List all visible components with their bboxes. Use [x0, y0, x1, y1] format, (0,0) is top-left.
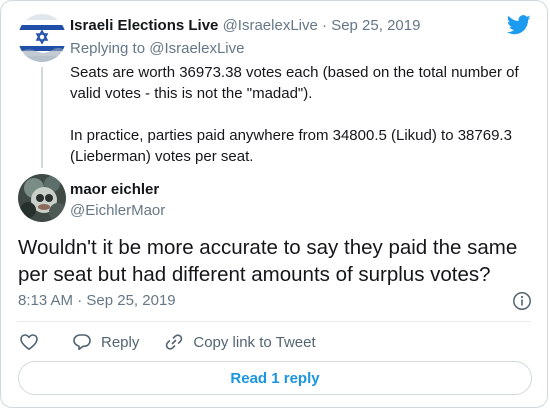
parent-paragraph: Seats are worth 36973.38 votes each (bas…: [70, 64, 519, 102]
reply-avatar[interactable]: [18, 174, 66, 222]
parent-paragraph: In practice, parties paid anywhere from …: [70, 127, 512, 165]
reply-handle[interactable]: @EichlerMaor: [70, 202, 166, 219]
meta-separator: ·: [77, 292, 83, 309]
reply-label: Reply: [101, 333, 140, 351]
copy-link-label: Copy link to Tweet: [193, 333, 316, 351]
replying-handle-link[interactable]: @IsraelexLive: [149, 40, 245, 57]
thread-connector-line: [41, 67, 43, 168]
reply-bubble-icon: [73, 334, 91, 351]
read-replies-label: Read 1 reply: [230, 369, 320, 387]
like-button[interactable]: [19, 332, 39, 352]
tweet-date: Sep 25, 2019: [86, 292, 176, 309]
tweet-timestamp[interactable]: 8:13 AM · Sep 25, 2019: [18, 291, 176, 310]
parent-avatar[interactable]: [18, 14, 66, 62]
user-photo-avatar-icon: [18, 174, 66, 222]
divider: [17, 321, 531, 322]
reply-tweet-text: Wouldn't it be more accurate to say they…: [18, 236, 518, 286]
twitter-logo-icon: [506, 15, 531, 35]
info-circle-icon: [513, 292, 531, 310]
info-icon[interactable]: [512, 291, 532, 316]
read-replies-button[interactable]: Read 1 reply: [18, 361, 532, 395]
action-bar: Reply Copy link to Tweet: [19, 332, 316, 352]
replying-to-line: Replying to @IsraelexLive: [70, 39, 245, 58]
parent-date[interactable]: Sep 25, 2019: [331, 17, 421, 34]
parent-display-name[interactable]: Israeli Elections Live: [70, 17, 219, 34]
replying-label: Replying to: [70, 40, 146, 57]
twitter-bird-icon[interactable]: [506, 15, 531, 40]
parent-tweet-text: Seats are worth 36973.38 votes each (bas…: [70, 62, 530, 167]
parent-handle[interactable]: @IsraelexLive: [222, 17, 318, 34]
parent-header: Israeli Elections Live @IsraelexLive · S…: [70, 16, 420, 35]
heart-icon: [20, 334, 38, 350]
reply-header: maor eichler: [70, 180, 159, 199]
tweet-time: 8:13 AM: [18, 292, 74, 309]
reply-display-name[interactable]: maor eichler: [70, 181, 160, 198]
reply-button[interactable]: Reply: [72, 332, 139, 352]
header-separator: ·: [322, 17, 328, 34]
copy-link-button[interactable]: Copy link to Tweet: [164, 332, 316, 352]
link-icon: [166, 334, 183, 350]
israel-flag-avatar-icon: [18, 14, 66, 62]
